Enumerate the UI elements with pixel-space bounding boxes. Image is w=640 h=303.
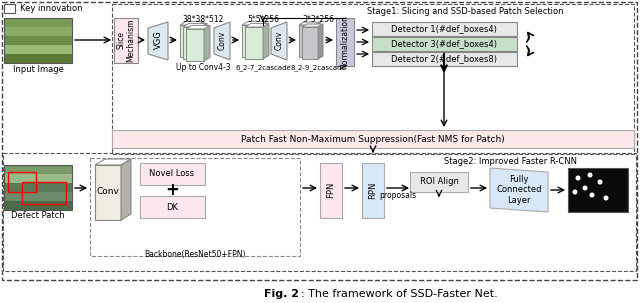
Polygon shape xyxy=(95,165,121,220)
Bar xyxy=(4,18,72,63)
Text: Key innovation: Key innovation xyxy=(20,4,83,13)
Polygon shape xyxy=(263,23,269,59)
Polygon shape xyxy=(186,29,204,61)
Bar xyxy=(3,153,636,271)
Bar xyxy=(114,18,138,63)
Bar xyxy=(568,168,628,212)
Polygon shape xyxy=(183,23,207,27)
Bar xyxy=(4,36,72,45)
Circle shape xyxy=(604,196,608,200)
Text: Conv: Conv xyxy=(275,30,284,50)
Polygon shape xyxy=(299,25,315,57)
Text: Patch Fast Non-Maximum Suppression(Fast NMS for Patch): Patch Fast Non-Maximum Suppression(Fast … xyxy=(241,135,505,144)
Circle shape xyxy=(598,180,602,184)
Text: Fig. 2: Fig. 2 xyxy=(264,289,299,299)
Circle shape xyxy=(576,176,580,180)
Text: Novel Loss: Novel Loss xyxy=(149,169,195,178)
Text: Slice
Mechanism: Slice Mechanism xyxy=(116,18,136,62)
Text: Input Image: Input Image xyxy=(13,65,63,74)
Bar xyxy=(8,172,36,192)
Circle shape xyxy=(590,193,594,197)
Text: Conv: Conv xyxy=(97,188,120,197)
Polygon shape xyxy=(204,25,210,61)
Bar xyxy=(4,165,72,210)
Text: VGG: VGG xyxy=(154,31,163,49)
Text: Detector 3(#def_boxes4): Detector 3(#def_boxes4) xyxy=(391,39,497,48)
Circle shape xyxy=(588,173,592,177)
Bar xyxy=(140,163,205,185)
Polygon shape xyxy=(242,22,266,25)
Text: Up to Conv4-3: Up to Conv4-3 xyxy=(176,64,230,72)
Polygon shape xyxy=(201,23,207,59)
Text: Normalization: Normalization xyxy=(340,15,349,69)
Text: 38*38*512: 38*38*512 xyxy=(182,15,224,24)
Polygon shape xyxy=(299,22,320,25)
Text: DK: DK xyxy=(166,202,178,211)
Polygon shape xyxy=(490,168,548,212)
Text: Conv: Conv xyxy=(218,30,227,50)
Text: Detector 2(#def_boxes8): Detector 2(#def_boxes8) xyxy=(391,55,497,64)
Polygon shape xyxy=(198,22,204,57)
Polygon shape xyxy=(318,24,323,59)
Text: Detector 1(#def_boxes4): Detector 1(#def_boxes4) xyxy=(391,25,497,34)
Bar xyxy=(336,18,354,66)
Polygon shape xyxy=(271,22,287,60)
Text: Defect Patch: Defect Patch xyxy=(11,211,65,221)
Polygon shape xyxy=(245,23,269,27)
Text: FPN: FPN xyxy=(326,182,335,198)
Bar xyxy=(4,165,72,174)
Bar xyxy=(410,172,468,192)
Bar xyxy=(320,163,342,218)
Bar xyxy=(372,22,517,36)
Bar xyxy=(112,130,634,148)
Polygon shape xyxy=(121,159,131,220)
Bar xyxy=(4,27,72,36)
Polygon shape xyxy=(180,25,198,57)
Bar xyxy=(4,174,72,183)
Polygon shape xyxy=(148,22,168,60)
Text: Stage1: Slicing and SSD-based Patch Selection: Stage1: Slicing and SSD-based Patch Sele… xyxy=(367,6,563,15)
Text: 8_2-9_2cascade: 8_2-9_2cascade xyxy=(290,65,346,72)
Text: proposals: proposals xyxy=(380,191,417,201)
Polygon shape xyxy=(95,159,131,165)
Polygon shape xyxy=(302,27,318,59)
Text: 6_2-7_2cascade: 6_2-7_2cascade xyxy=(235,65,291,72)
Polygon shape xyxy=(183,27,201,59)
Bar xyxy=(4,45,72,54)
Polygon shape xyxy=(245,27,263,59)
Bar xyxy=(372,37,517,51)
Text: : The framework of SSD-Faster Net.: : The framework of SSD-Faster Net. xyxy=(301,289,498,299)
Text: RPN: RPN xyxy=(369,181,378,199)
Bar xyxy=(4,192,72,201)
Text: 5*5*256: 5*5*256 xyxy=(247,15,279,24)
Bar xyxy=(140,196,205,218)
Bar xyxy=(4,4,15,13)
Text: Stage2: Improved Faster R-CNN: Stage2: Improved Faster R-CNN xyxy=(444,157,577,165)
Polygon shape xyxy=(242,25,260,57)
Bar xyxy=(4,18,72,27)
Bar xyxy=(90,158,300,256)
Bar xyxy=(4,54,72,63)
Bar xyxy=(4,183,72,192)
Bar xyxy=(372,52,517,66)
Polygon shape xyxy=(180,22,204,25)
Text: ROI Align: ROI Align xyxy=(420,178,458,187)
Text: Backbone(ResNet50+FPN): Backbone(ResNet50+FPN) xyxy=(144,249,246,258)
Polygon shape xyxy=(315,22,320,57)
Bar xyxy=(112,4,634,154)
Bar xyxy=(362,163,384,218)
Circle shape xyxy=(573,190,577,194)
Text: +: + xyxy=(165,181,179,199)
Circle shape xyxy=(583,186,587,190)
Bar xyxy=(22,182,66,204)
Polygon shape xyxy=(186,25,210,29)
Text: 3*3*256: 3*3*256 xyxy=(302,15,334,24)
Text: Fully
Connected
Layer: Fully Connected Layer xyxy=(496,175,541,205)
Polygon shape xyxy=(214,22,230,60)
Polygon shape xyxy=(302,24,323,27)
Bar xyxy=(4,201,72,210)
Polygon shape xyxy=(260,22,266,57)
